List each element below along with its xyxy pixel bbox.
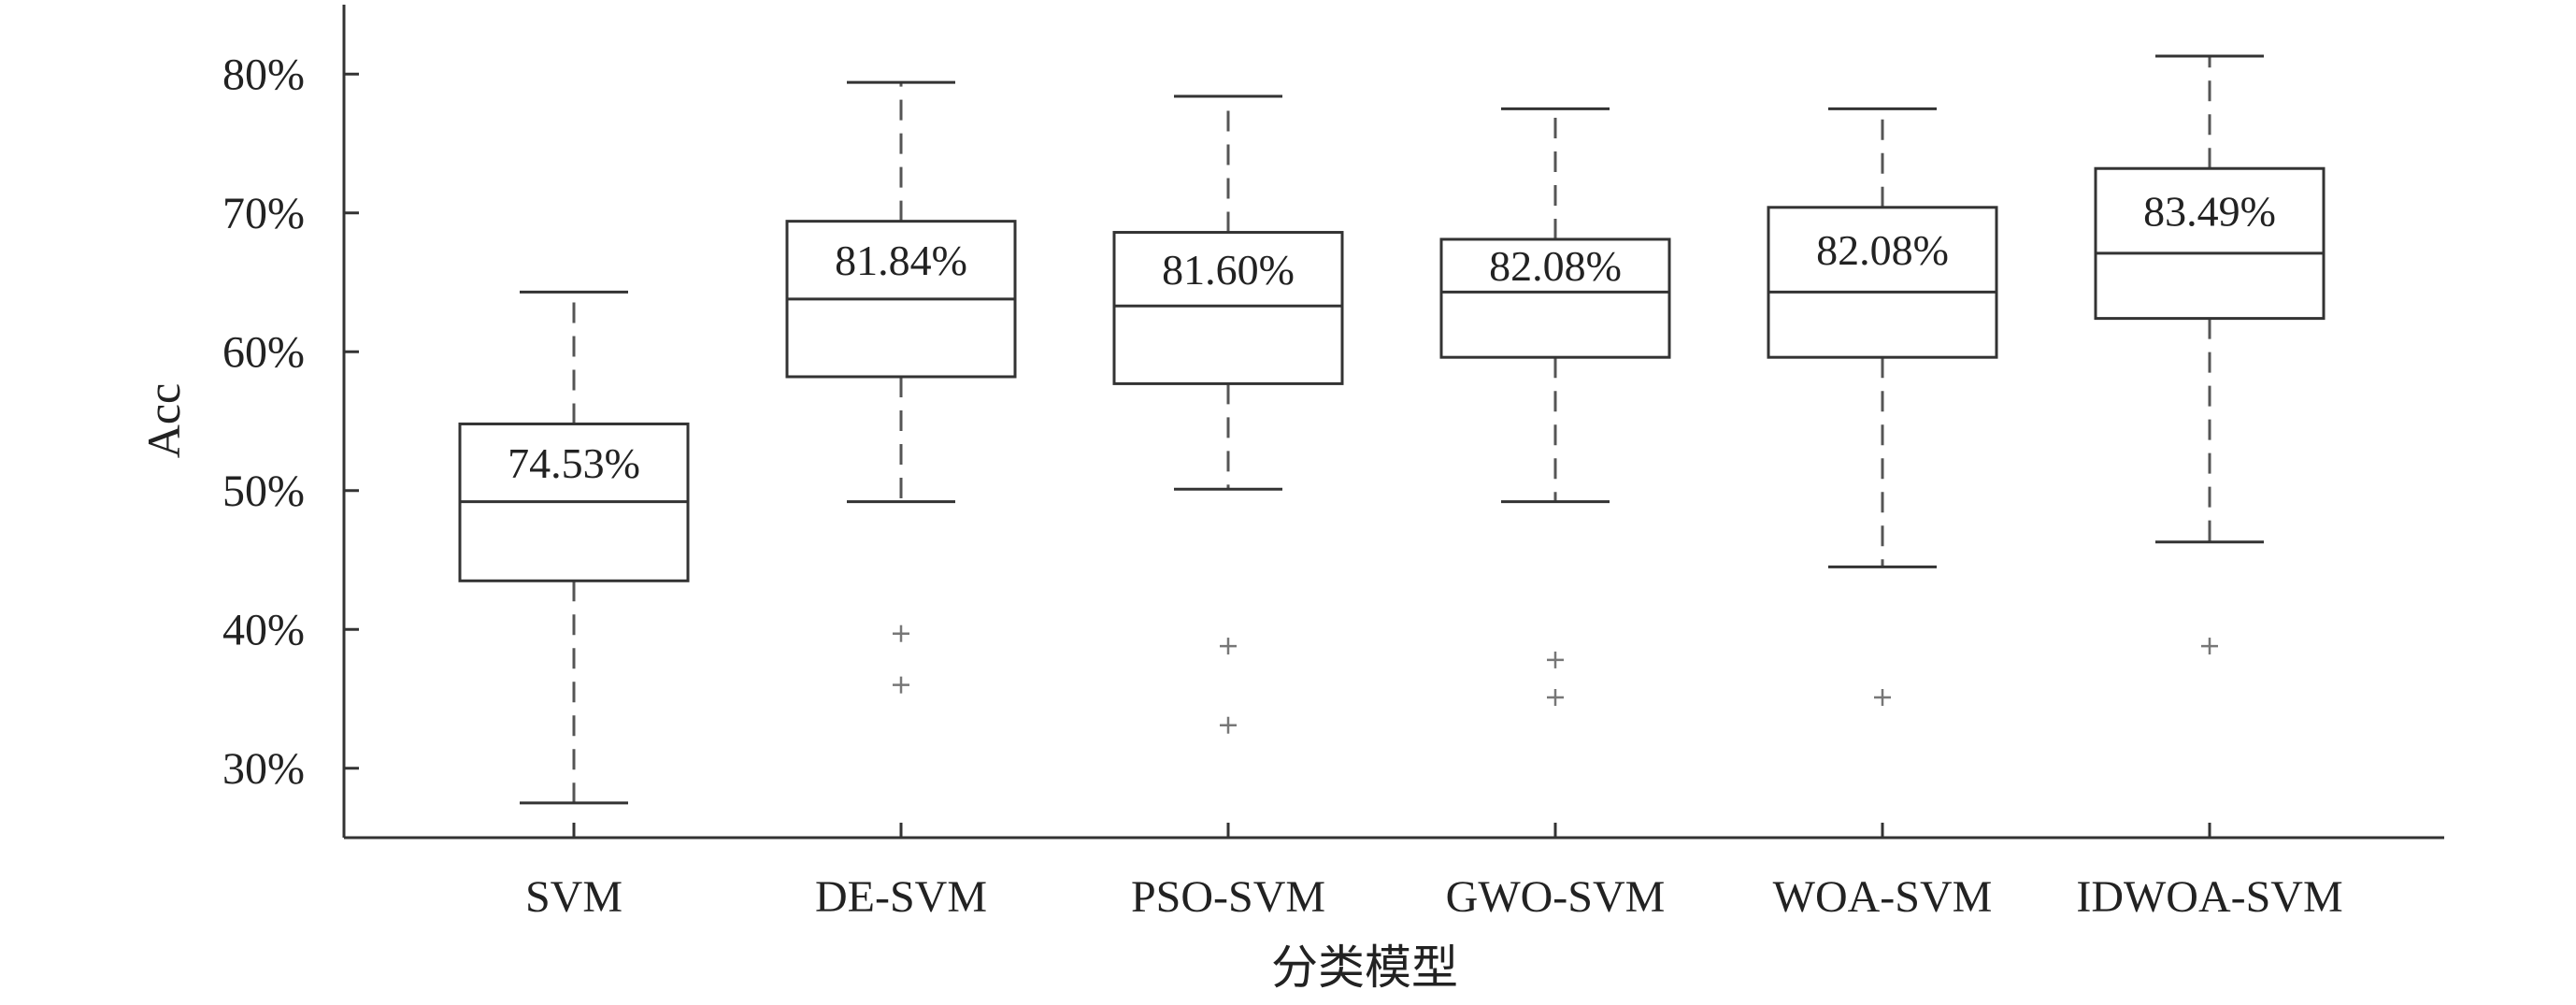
y-tick-label: 60% <box>222 327 305 377</box>
axes <box>342 5 2444 840</box>
outlier-point <box>1547 651 1564 668</box>
x-tick-label: WOA-SVM <box>1773 872 1993 922</box>
iqr-box <box>2094 166 2326 321</box>
y-tick-label: 30% <box>222 744 305 794</box>
y-tick-label: 80% <box>222 50 305 99</box>
box-data-label: 83.49% <box>2143 188 2276 236</box>
x-axis-title: 分类模型 <box>1271 941 1458 994</box>
outlier-point <box>1547 689 1564 707</box>
outlier-point <box>2201 638 2218 655</box>
box-gwo-svm: 82.08% <box>1439 107 1671 707</box>
x-tick-label: GWO-SVM <box>1446 872 1666 922</box>
box-data-label: 82.08% <box>1816 226 1949 274</box>
y-tick-label: 50% <box>222 467 305 516</box>
box-pso-svm: 81.60% <box>1112 94 1344 734</box>
y-axis-ticks: 30% 40% 50% 60% 70% 80% <box>222 50 359 794</box>
x-tick-label: IDWOA-SVM <box>2076 872 2342 922</box>
x-tick-label: PSO-SVM <box>1131 872 1325 922</box>
x-tick-label: DE-SVM <box>815 872 987 922</box>
box-data-label: 81.60% <box>1162 246 1295 294</box>
box-de-svm: 81.84% <box>785 80 1017 694</box>
iqr-box <box>1439 237 1671 359</box>
box-idwoa-svm: 83.49% <box>2094 54 2326 655</box>
x-tick-label: SVM <box>525 872 623 922</box>
box-woa-svm: 82.08% <box>1767 107 1998 707</box>
outlier-point <box>1220 638 1237 655</box>
y-tick-label: 40% <box>222 605 305 654</box>
iqr-box <box>1112 231 1344 385</box>
outlier-point <box>1220 716 1237 734</box>
box-data-label: 74.53% <box>508 439 640 487</box>
box-series: 74.53% 81.84% 81.60% 82.08% 82.08% 83.49% <box>458 54 2326 805</box>
box-svm: 74.53% <box>458 290 690 805</box>
outlier-point <box>1874 689 1891 707</box>
outlier-point <box>893 625 909 642</box>
outlier-point <box>893 676 909 694</box>
y-axis-title: Acc <box>137 383 190 459</box>
y-tick-label: 70% <box>222 189 305 238</box>
iqr-box <box>1767 206 1998 359</box>
box-data-label: 81.84% <box>835 237 967 284</box>
box-data-label: 82.08% <box>1489 242 1622 290</box>
x-axis-ticks: SVM DE-SVM PSO-SVM GWO-SVM WOA-SVM IDWOA-SVM <box>525 823 2343 922</box>
